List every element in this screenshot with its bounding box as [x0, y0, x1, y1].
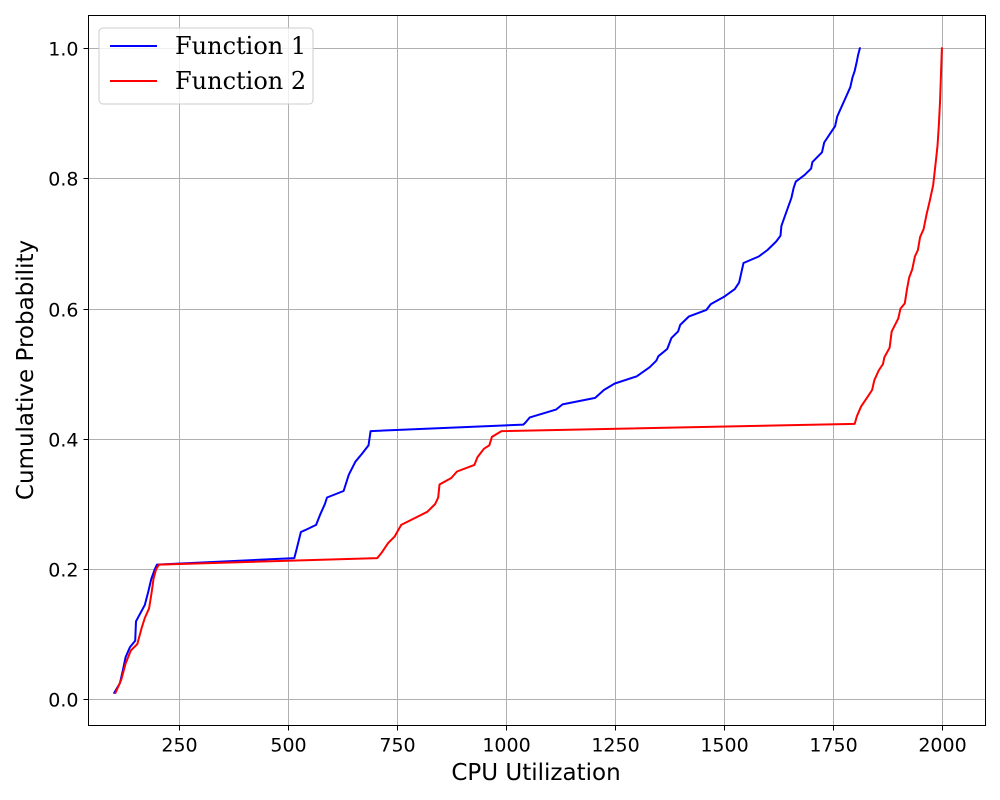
- y-tick-label: 0.4: [48, 430, 78, 452]
- y-tick-label: 0.6: [48, 300, 78, 322]
- x-tick-label: 2000: [918, 735, 966, 757]
- x-tick-label: 250: [161, 735, 197, 757]
- plot-frame: [88, 15, 986, 726]
- y-tick-label: 1.0: [48, 39, 78, 61]
- x-tick-label: 500: [270, 735, 306, 757]
- y-tick-label: 0.2: [48, 560, 78, 582]
- y-tick-label: 0.8: [48, 169, 78, 191]
- x-tick-label: 1750: [809, 735, 857, 757]
- series-layer: [113, 47, 943, 694]
- series-line-function-2: [114, 47, 943, 694]
- x-axis-title: CPU Utilization: [451, 760, 620, 786]
- x-tick-label: 1500: [700, 735, 748, 757]
- legend-label-function-1: Function 1: [175, 32, 306, 60]
- x-tick-label: 1000: [482, 735, 530, 757]
- legend: Function 1 Function 2: [98, 27, 314, 105]
- x-tick-label: 1250: [591, 735, 639, 757]
- x-ticks: 250 500 750 1000 1250 1500 1750 2000: [161, 725, 967, 757]
- y-axis-title: Cumulative Probability: [13, 240, 39, 500]
- series-line-function-1: [113, 47, 861, 694]
- legend-label-function-2: Function 2: [175, 67, 306, 95]
- x-grid-lines: [179, 15, 943, 726]
- y-ticks: 0.0 0.2 0.4 0.6 0.8 1.0: [48, 39, 89, 712]
- y-tick-label: 0.0: [48, 690, 78, 712]
- x-tick-label: 750: [379, 735, 415, 757]
